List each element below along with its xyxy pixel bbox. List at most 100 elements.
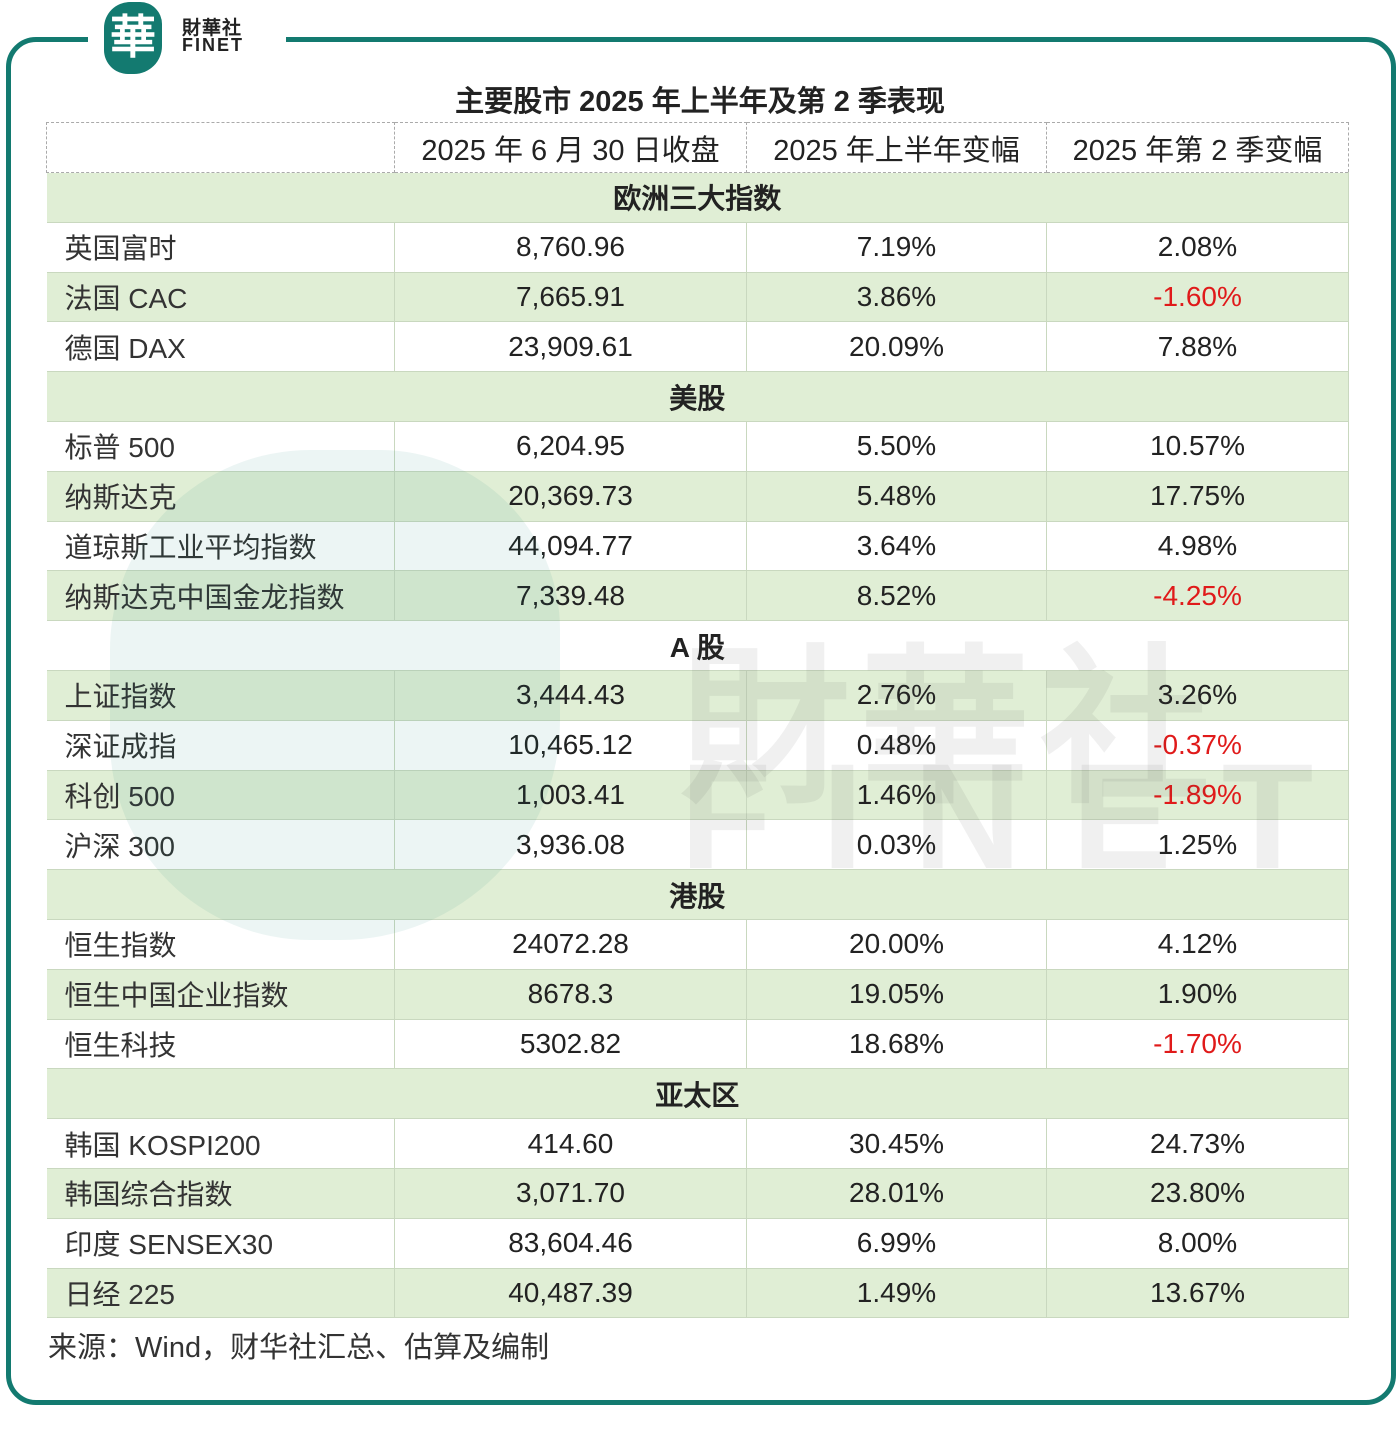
- q2-change: 8.00%: [1046, 1218, 1349, 1269]
- table-row: 印度 SENSEX30 83,604.46 6.99% 8.00%: [46, 1218, 1349, 1269]
- h1-change: 18.68%: [746, 1019, 1047, 1070]
- table-title: 主要股市 2025 年上半年及第 2 季表现: [455, 86, 945, 118]
- section-row: 亚太区: [46, 1068, 1349, 1120]
- market-table: 2025 年 6 月 30 日收盘 2025 年上半年变幅 2025 年第 2 …: [46, 122, 1349, 1319]
- index-name: 沪深 300: [46, 819, 395, 871]
- h1-change: 3.64%: [746, 521, 1047, 572]
- header-row: 2025 年 6 月 30 日收盘 2025 年上半年变幅 2025 年第 2 …: [46, 122, 1349, 173]
- header-h1-change: 2025 年上半年变幅: [746, 122, 1047, 173]
- table-row: 深证成指 10,465.12 0.48% -0.37%: [46, 720, 1349, 771]
- h1-change: 20.09%: [746, 321, 1047, 373]
- table-row: 纳斯达克 20,369.73 5.48% 17.75%: [46, 471, 1349, 522]
- table-row: 韩国 KOSPI200 414.60 30.45% 24.73%: [46, 1118, 1349, 1169]
- close-value: 7,339.48: [394, 570, 747, 622]
- table-row: 英国富时 8,760.96 7.19% 2.08%: [46, 222, 1349, 273]
- table-row: 上证指数 3,444.43 2.76% 3.26%: [46, 670, 1349, 721]
- close-value: 8,760.96: [394, 222, 747, 273]
- table-row: 标普 500 6,204.95 5.50% 10.57%: [46, 421, 1349, 472]
- index-name: 标普 500: [46, 421, 395, 472]
- q2-change: 4.12%: [1046, 919, 1349, 970]
- finet-logo-seal: 華: [104, 2, 162, 74]
- section-row: 欧洲三大指数: [46, 172, 1349, 223]
- table-row: 德国 DAX 23,909.61 20.09% 7.88%: [46, 321, 1349, 373]
- h1-change: 8.52%: [746, 570, 1047, 622]
- table-row: 科创 500 1,003.41 1.46% -1.89%: [46, 770, 1349, 821]
- close-value: 7,665.91: [394, 272, 747, 323]
- index-name: 上证指数: [46, 670, 395, 721]
- h1-change: 5.48%: [746, 471, 1047, 522]
- table-row: 恒生科技 5302.82 18.68% -1.70%: [46, 1019, 1349, 1070]
- q2-change: 13.67%: [1046, 1268, 1349, 1319]
- index-name: 恒生科技: [46, 1019, 395, 1070]
- q2-change: 23.80%: [1046, 1168, 1349, 1219]
- close-value: 5302.82: [394, 1019, 747, 1070]
- source-note: 来源：Wind，财华社汇总、估算及编制: [48, 1332, 550, 1364]
- index-name: 科创 500: [46, 770, 395, 821]
- index-name: 深证成指: [46, 720, 395, 771]
- index-name: 韩国综合指数: [46, 1168, 395, 1219]
- close-value: 3,444.43: [394, 670, 747, 721]
- h1-change: 3.86%: [746, 272, 1047, 323]
- h1-change: 30.45%: [746, 1118, 1047, 1169]
- table-row: 韩国综合指数 3,071.70 28.01% 23.80%: [46, 1168, 1349, 1219]
- section-label: 港股: [46, 869, 1349, 920]
- index-name: 德国 DAX: [46, 321, 395, 373]
- q2-change: -1.70%: [1046, 1019, 1349, 1070]
- h1-change: 7.19%: [746, 222, 1047, 273]
- close-value: 20,369.73: [394, 471, 747, 522]
- close-value: 83,604.46: [394, 1218, 747, 1269]
- close-value: 8678.3: [394, 969, 747, 1020]
- table-row: 日经 225 40,487.39 1.49% 13.67%: [46, 1268, 1349, 1319]
- close-value: 414.60: [394, 1118, 747, 1169]
- q2-change: 7.88%: [1046, 321, 1349, 373]
- index-name: 英国富时: [46, 222, 395, 273]
- q2-change: 3.26%: [1046, 670, 1349, 721]
- table-body: 欧洲三大指数 英国富时 8,760.96 7.19% 2.08% 法国 CAC 7,…: [46, 172, 1349, 1319]
- q2-change: 1.25%: [1046, 819, 1349, 871]
- q2-change: 17.75%: [1046, 471, 1349, 522]
- q2-change: -0.37%: [1046, 720, 1349, 771]
- index-name: 法国 CAC: [46, 272, 395, 323]
- q2-change: -4.25%: [1046, 570, 1349, 622]
- q2-change: 1.90%: [1046, 969, 1349, 1020]
- h1-change: 6.99%: [746, 1218, 1047, 1269]
- close-value: 3,936.08: [394, 819, 747, 871]
- card-frame: [6, 37, 1396, 1405]
- section-row: 美股: [46, 371, 1349, 422]
- index-name: 纳斯达克: [46, 471, 395, 522]
- section-label: 亚太区: [46, 1068, 1349, 1120]
- index-name: 道琼斯工业平均指数: [46, 521, 395, 572]
- header-close: 2025 年 6 月 30 日收盘: [394, 122, 747, 173]
- h1-change: 5.50%: [746, 421, 1047, 472]
- index-name: 恒生指数: [46, 919, 395, 970]
- section-row: 港股: [46, 869, 1349, 920]
- q2-change: -1.89%: [1046, 770, 1349, 821]
- h1-change: 1.49%: [746, 1268, 1047, 1319]
- table-row: 法国 CAC 7,665.91 3.86% -1.60%: [46, 272, 1349, 323]
- close-value: 6,204.95: [394, 421, 747, 472]
- index-name: 日经 225: [46, 1268, 395, 1319]
- header-blank: [46, 122, 395, 173]
- section-label: A 股: [46, 620, 1349, 671]
- index-name: 纳斯达克中国金龙指数: [46, 570, 395, 622]
- table-row: 纳斯达克中国金龙指数 7,339.48 8.52% -4.25%: [46, 570, 1349, 622]
- q2-change: 2.08%: [1046, 222, 1349, 273]
- q2-change: 4.98%: [1046, 521, 1349, 572]
- section-row: A 股: [46, 620, 1349, 671]
- close-value: 1,003.41: [394, 770, 747, 821]
- index-name: 恒生中国企业指数: [46, 969, 395, 1020]
- logo-cn: 財華社: [182, 18, 243, 39]
- table-row: 恒生指数 24072.28 20.00% 4.12%: [46, 919, 1349, 970]
- finet-logo-text: 財華社 FINET: [182, 18, 244, 55]
- close-value: 44,094.77: [394, 521, 747, 572]
- close-value: 24072.28: [394, 919, 747, 970]
- section-label: 美股: [46, 371, 1349, 422]
- logo-en: FINET: [182, 35, 244, 55]
- h1-change: 28.01%: [746, 1168, 1047, 1219]
- h1-change: 20.00%: [746, 919, 1047, 970]
- header-q2-change: 2025 年第 2 季变幅: [1046, 122, 1349, 173]
- h1-change: 1.46%: [746, 770, 1047, 821]
- table-row: 沪深 300 3,936.08 0.03% 1.25%: [46, 819, 1349, 871]
- q2-change: 24.73%: [1046, 1118, 1349, 1169]
- index-name: 韩国 KOSPI200: [46, 1118, 395, 1169]
